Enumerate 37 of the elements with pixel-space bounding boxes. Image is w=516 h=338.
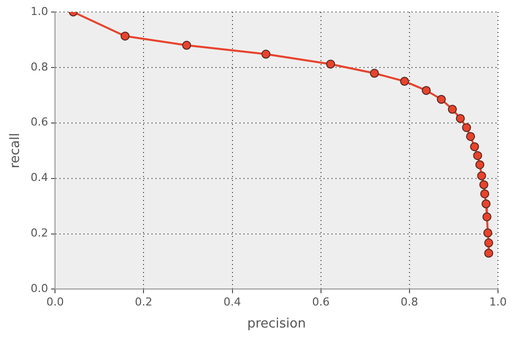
y-tick-label: 0.0 (30, 282, 48, 296)
point (482, 199, 491, 208)
point (422, 86, 431, 95)
x-axis-title: precision (247, 316, 306, 332)
x-tick-label: 0.8 (400, 296, 418, 309)
point (475, 160, 484, 170)
y-tick-label: 0.6 (30, 116, 48, 129)
point (479, 180, 488, 190)
point (261, 50, 270, 59)
point (482, 212, 492, 222)
y-axis-title: recall (8, 132, 24, 168)
x-tick-label: 1.0 (489, 296, 507, 309)
y-tick-label: 0.4 (30, 171, 48, 184)
point (456, 114, 465, 123)
y-tick-label: 1.0 (30, 4, 48, 18)
point (480, 189, 490, 198)
point (484, 238, 494, 248)
point (182, 40, 192, 50)
point (466, 132, 476, 141)
point (477, 171, 486, 180)
point (400, 76, 410, 86)
point (370, 68, 379, 78)
x-tick-label: 0.0 (46, 296, 64, 309)
point (326, 60, 336, 69)
point (473, 151, 482, 160)
point (483, 228, 492, 238)
point (484, 248, 494, 258)
x-tick-label: 0.4 (224, 296, 242, 309)
x-tick-label: 0.6 (312, 296, 330, 309)
x-tick-label: 0.2 (134, 296, 152, 309)
point (462, 123, 472, 132)
point (470, 142, 480, 152)
point (436, 94, 446, 104)
point (448, 104, 457, 114)
point (120, 32, 130, 41)
y-tick-label: 0.8 (30, 60, 48, 74)
y-tick-label: 0.2 (30, 226, 48, 240)
